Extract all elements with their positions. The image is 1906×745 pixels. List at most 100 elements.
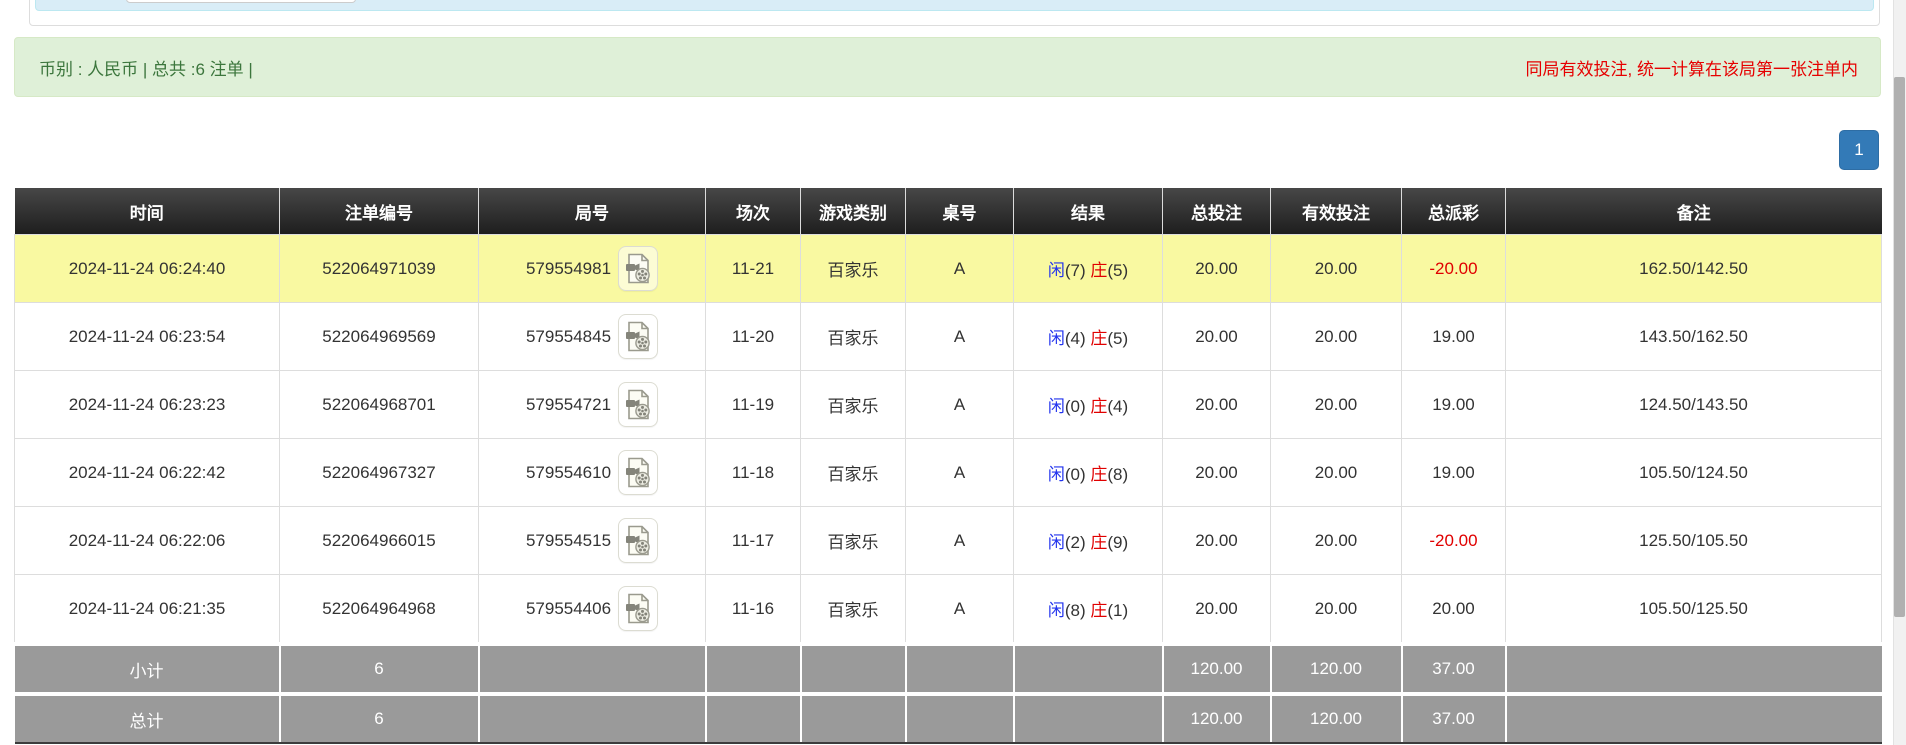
result-banker: 庄 — [1090, 533, 1108, 552]
cell-remark: 125.50/105.50 — [1505, 506, 1882, 575]
video-file-icon — [625, 389, 650, 420]
subtotal-count: 6 — [278, 642, 480, 694]
cell-table-no: A — [905, 574, 1014, 645]
result-player: 闲 — [1047, 397, 1065, 416]
col-header-total-bet: 总投注 — [1162, 188, 1271, 235]
cell-valid-bet: 20.00 — [1270, 302, 1402, 371]
cell-valid-bet: 20.00 — [1270, 506, 1402, 575]
table-row: 2024-11-24 06:22:06 522064966015 5795545… — [14, 506, 1882, 575]
video-file-icon — [625, 525, 650, 556]
video-file-icon — [625, 457, 650, 488]
bets-table: 时间 注单编号 局号 场次 游戏类别 桌号 结果 总投注 有效投注 总派彩 备注… — [14, 188, 1882, 744]
cell-table-no: A — [905, 302, 1014, 371]
cell-session: 11-21 — [705, 234, 801, 303]
col-header-payout: 总派彩 — [1401, 188, 1506, 235]
cell-result: 闲(7) 庄(5) — [1013, 234, 1163, 303]
video-replay-button[interactable] — [618, 382, 659, 427]
total-row: 总计 6 120.00 120.00 37.00 — [14, 692, 1882, 744]
cell-total-bet-link[interactable]: 20.00 — [1162, 302, 1271, 371]
cell-result: 闲(4) 庄(5) — [1013, 302, 1163, 371]
video-replay-button[interactable] — [618, 518, 659, 563]
cell-payout: -20.00 — [1401, 234, 1506, 303]
cell-total-bet-link[interactable]: 20.00 — [1162, 574, 1271, 645]
table-row: 2024-11-24 06:23:54 522064969569 5795548… — [14, 302, 1882, 371]
cell-bet-no: 522064964968 — [279, 574, 479, 645]
cell-round-no: 579554845 — [478, 302, 706, 371]
result-banker: 庄 — [1090, 465, 1108, 484]
cell-time: 2024-11-24 06:22:06 — [14, 506, 280, 575]
total-total-bet: 120.00 — [1161, 692, 1272, 744]
cell-valid-bet: 20.00 — [1270, 370, 1402, 439]
cell-payout: 19.00 — [1401, 302, 1506, 371]
cell-round-no: 579554515 — [478, 506, 706, 575]
table-row: 2024-11-24 06:21:35 522064964968 5795544… — [14, 574, 1882, 645]
subtotal-payout: 37.00 — [1400, 642, 1507, 694]
cell-round-no: 579554981 — [478, 234, 706, 303]
video-replay-button[interactable] — [618, 314, 659, 359]
cell-remark: 124.50/143.50 — [1505, 370, 1882, 439]
cell-remark: 105.50/124.50 — [1505, 438, 1882, 507]
round-number: 579554845 — [525, 326, 612, 346]
video-replay-button[interactable] — [618, 246, 659, 291]
subtotal-total-bet: 120.00 — [1161, 642, 1272, 694]
total-payout: 37.00 — [1400, 692, 1507, 744]
cell-round-no: 579554610 — [478, 438, 706, 507]
video-file-icon — [625, 253, 650, 284]
result-player: 闲 — [1047, 533, 1065, 552]
result-banker: 庄 — [1090, 261, 1108, 280]
round-number: 579554610 — [525, 462, 612, 482]
cell-bet-no: 522064971039 — [279, 234, 479, 303]
cell-time: 2024-11-24 06:24:40 — [14, 234, 280, 303]
cell-game-type: 百家乐 — [800, 438, 906, 507]
total-count: 6 — [278, 692, 480, 744]
cell-result: 闲(0) 庄(8) — [1013, 438, 1163, 507]
cell-session: 11-18 — [705, 438, 801, 507]
cell-time: 2024-11-24 06:23:54 — [14, 302, 280, 371]
cell-game-type: 百家乐 — [800, 574, 906, 645]
cell-game-type: 百家乐 — [800, 506, 906, 575]
filter-panel — [29, 0, 1880, 26]
cell-total-bet-link[interactable]: 20.00 — [1162, 370, 1271, 439]
cell-payout: 20.00 — [1401, 574, 1506, 645]
cell-result: 闲(0) 庄(4) — [1013, 370, 1163, 439]
table-row: 2024-11-24 06:22:42 522064967327 5795546… — [14, 438, 1882, 507]
round-number: 579554721 — [525, 394, 612, 414]
cell-total-bet-link[interactable]: 20.00 — [1162, 438, 1271, 507]
result-player: 闲 — [1047, 601, 1065, 620]
summary-bar: 币别 : 人民币 | 总共 :6 注单 | 同局有效投注, 统一计算在该局第一张… — [14, 37, 1881, 97]
pagination-page-1-button[interactable]: 1 — [1839, 130, 1879, 170]
cell-game-type: 百家乐 — [800, 234, 906, 303]
result-player: 闲 — [1047, 261, 1065, 280]
filter-toolbar — [35, 0, 1874, 11]
result-banker: 庄 — [1090, 397, 1108, 416]
col-header-bet-no: 注单编号 — [279, 188, 479, 235]
cell-bet-no: 522064966015 — [279, 506, 479, 575]
cell-result: 闲(2) 庄(9) — [1013, 506, 1163, 575]
filter-input[interactable] — [126, 0, 329, 3]
valid-bet-notice: 同局有效投注, 统一计算在该局第一张注单内 — [1525, 59, 1858, 79]
table-header-row: 时间 注单编号 局号 场次 游戏类别 桌号 结果 总投注 有效投注 总派彩 备注 — [14, 188, 1882, 235]
col-header-session: 场次 — [705, 188, 801, 235]
video-replay-button[interactable] — [618, 450, 659, 495]
cell-remark: 162.50/142.50 — [1505, 234, 1882, 303]
vertical-scrollbar-thumb[interactable] — [1894, 77, 1905, 617]
round-number: 579554981 — [525, 258, 612, 278]
cell-valid-bet: 20.00 — [1270, 234, 1402, 303]
cell-valid-bet: 20.00 — [1270, 438, 1402, 507]
video-replay-button[interactable] — [618, 586, 659, 631]
table-body: 2024-11-24 06:24:40 522064971039 5795549… — [14, 234, 1882, 744]
col-header-remark: 备注 — [1505, 188, 1882, 235]
col-header-round-no: 局号 — [478, 188, 706, 235]
result-banker: 庄 — [1090, 329, 1108, 348]
cell-total-bet-link[interactable]: 20.00 — [1162, 234, 1271, 303]
vertical-scrollbar-track[interactable] — [1893, 0, 1906, 745]
col-header-valid-bet: 有效投注 — [1270, 188, 1402, 235]
cell-payout: 19.00 — [1401, 438, 1506, 507]
cell-total-bet-link[interactable]: 20.00 — [1162, 506, 1271, 575]
cell-game-type: 百家乐 — [800, 302, 906, 371]
cell-bet-no: 522064967327 — [279, 438, 479, 507]
filter-input-addon[interactable] — [328, 0, 356, 3]
cell-time: 2024-11-24 06:23:23 — [14, 370, 280, 439]
cell-table-no: A — [905, 234, 1014, 303]
cell-payout: 19.00 — [1401, 370, 1506, 439]
